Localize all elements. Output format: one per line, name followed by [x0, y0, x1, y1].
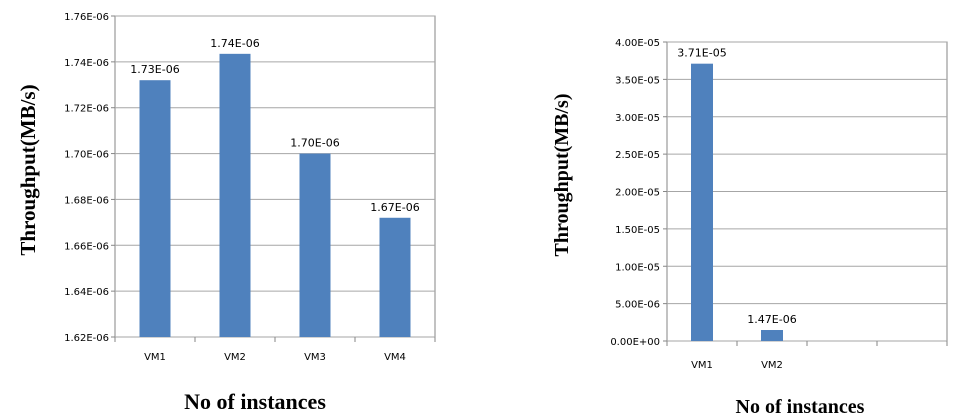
- y-tick-label: 1.70E-06: [64, 150, 109, 161]
- bar-vm3: [299, 153, 331, 337]
- y-tick-label: 1.68E-06: [64, 195, 109, 206]
- x-tick-label: VM2: [761, 360, 783, 371]
- x-tick-label: VM1: [144, 352, 166, 363]
- y-tick-label: 2.50E-05: [615, 150, 660, 161]
- bar-vm1: [691, 63, 713, 342]
- data-label: 1.67E-06: [370, 201, 419, 214]
- y-axis-title: Throughput(MB/s): [16, 84, 40, 255]
- y-tick-label: 1.74E-06: [64, 58, 109, 69]
- x-tick-label: VM2: [224, 352, 246, 363]
- x-tick-label: VM4: [384, 352, 406, 363]
- data-label: 1.74E-06: [210, 37, 259, 50]
- data-label: 1.73E-06: [130, 63, 179, 76]
- bar-vm2: [761, 330, 783, 341]
- y-tick-label: 1.76E-06: [64, 12, 109, 23]
- bar-vm4: [379, 217, 411, 337]
- bar-vm1: [139, 80, 171, 337]
- x-axis-title: No of instances: [736, 396, 865, 416]
- y-tick-label: 4.00E-05: [615, 38, 660, 49]
- x-tick-label: VM3: [304, 352, 326, 363]
- bar-vm2: [219, 53, 251, 337]
- y-tick-label: 1.00E-05: [615, 262, 660, 273]
- data-label: 1.47E-06: [747, 313, 796, 326]
- data-label: 3.71E-05: [677, 47, 726, 60]
- y-tick-label: 5.00E-06: [615, 300, 660, 311]
- y-tick-label: 3.50E-05: [615, 75, 660, 86]
- y-tick-label: 1.66E-06: [64, 241, 109, 252]
- y-tick-label: 3.00E-05: [615, 113, 660, 124]
- y-tick-label: 1.72E-06: [64, 104, 109, 115]
- y-tick-label: 0.00E+00: [610, 337, 660, 348]
- y-tick-label: 1.62E-06: [64, 333, 109, 344]
- y-tick-label: 1.64E-06: [64, 287, 109, 298]
- y-tick-label: 1.50E-05: [615, 225, 660, 236]
- chart-left: 1.62E-06 1.64E-06 1.66E-06 1.68E-06 1.70E-06…: [16, 12, 436, 414]
- chart-right: 0.00E+00 5.00E-06 1.00E-05 1.50E-05 2.00E-05…: [551, 38, 948, 416]
- data-label: 1.70E-06: [290, 137, 339, 150]
- x-axis-title: No of instances: [184, 389, 326, 414]
- y-tick-label: 2.00E-05: [615, 188, 660, 199]
- x-tick-label: VM1: [691, 360, 713, 371]
- y-axis-title: Throughput(MB/s): [551, 93, 573, 256]
